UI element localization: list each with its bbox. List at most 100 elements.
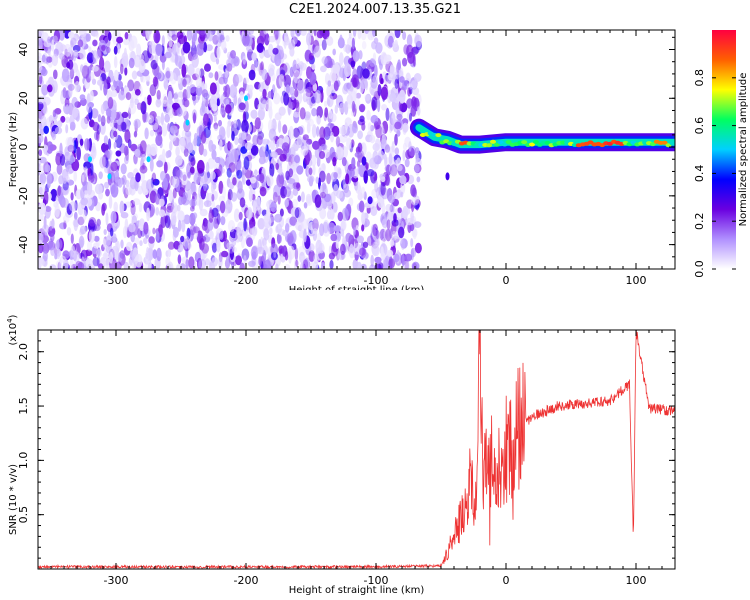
heatmap-cell — [127, 79, 135, 92]
heatmap-cell — [236, 192, 241, 199]
heatmap-cell — [77, 262, 85, 269]
heatmap-cell — [292, 33, 298, 45]
heatmap-cell — [288, 125, 294, 140]
heatmap-cell — [155, 207, 160, 216]
heatmap-cell — [262, 249, 267, 264]
heatmap-cell — [342, 85, 349, 95]
heatmap-cell — [345, 44, 351, 54]
x-tick-label: 0 — [503, 574, 510, 587]
heatmap-cell — [38, 110, 43, 122]
heatmap-cell — [252, 134, 259, 146]
heatmap-cell — [329, 259, 334, 269]
heatmap-cell — [221, 39, 227, 51]
heatmap-cell — [232, 246, 237, 253]
heatmap-cell — [410, 238, 414, 248]
heatmap-cell — [318, 150, 326, 160]
y-tick-label: 40 — [17, 43, 30, 57]
heatmap-cell — [119, 250, 126, 259]
heatmap-cell — [163, 77, 169, 91]
heatmap-cell — [245, 133, 252, 141]
heatmap-cell — [296, 165, 304, 175]
heatmap-cell — [184, 241, 188, 250]
heatmap-cell — [339, 125, 348, 136]
heatmap-cell — [189, 84, 196, 94]
heatmap-cell — [149, 129, 155, 137]
heatmap-cell — [150, 59, 158, 70]
x-tick-label: 0 — [503, 274, 510, 287]
heatmap-cell — [243, 156, 250, 170]
heatmap-cell — [42, 144, 49, 152]
heatmap-cell — [335, 240, 339, 250]
heatmap-cell — [92, 39, 98, 47]
heatmap-cell — [402, 205, 409, 220]
heatmap-cell — [120, 239, 124, 249]
heatmap-cell — [79, 225, 87, 235]
heatmap-cell — [356, 235, 364, 244]
heatmap-cell — [407, 51, 415, 64]
heatmap-cell — [42, 250, 48, 262]
heatmap-cell — [151, 122, 159, 131]
heatmap-cell — [247, 84, 254, 92]
heatmap-cell — [219, 139, 223, 151]
heatmap-cell — [314, 90, 322, 104]
heatmap-cell — [279, 153, 287, 162]
heatmap-cell — [69, 201, 77, 212]
heatmap-cell — [96, 124, 101, 135]
heatmap-cell — [311, 107, 317, 117]
heatmap-cell — [360, 263, 367, 269]
heatmap-cell — [269, 227, 273, 235]
heatmap-cell — [52, 35, 58, 43]
heatmap-cell — [239, 91, 244, 100]
heatmap-cell — [407, 87, 411, 97]
heatmap-cell — [199, 42, 205, 50]
heatmap-cell — [292, 99, 300, 109]
heatmap-cell — [283, 264, 291, 269]
heatmap-cell — [361, 211, 366, 226]
heatmap-cell — [70, 37, 77, 46]
heatmap-cell — [198, 142, 204, 156]
heatmap-cell — [273, 92, 281, 105]
heatmap-cell — [394, 78, 399, 90]
heatmap-cell — [177, 75, 181, 84]
heatmap-cell — [56, 238, 63, 250]
heatmap-cell — [218, 180, 224, 194]
heatmap-cell — [154, 127, 159, 137]
heatmap-cell — [359, 247, 366, 256]
heatmap-cell — [275, 263, 279, 269]
heatmap-cell — [71, 96, 78, 109]
heatmap-cell — [90, 145, 97, 160]
heatmap-cell — [341, 157, 347, 167]
signal-track-cell — [490, 139, 496, 144]
heatmap-cell — [285, 84, 290, 94]
heatmap-cell — [377, 84, 382, 97]
heatmap-cell — [278, 74, 285, 88]
heatmap-cell — [128, 102, 137, 115]
heatmap-cell — [172, 102, 176, 113]
heatmap-cell — [356, 261, 363, 269]
heatmap-cell — [168, 39, 173, 48]
heatmap-cell — [233, 120, 239, 129]
heatmap-cell — [151, 172, 157, 183]
heatmap-cell — [198, 258, 206, 269]
heatmap-cell — [373, 121, 379, 130]
heatmap-cell — [272, 189, 276, 201]
heatmap-cell — [56, 163, 63, 175]
heatmap-cell — [350, 139, 355, 148]
heatmap-cell — [297, 195, 302, 202]
heatmap-cell — [308, 52, 314, 61]
heatmap-cell — [402, 57, 408, 67]
heatmap-cell — [176, 107, 183, 117]
heatmap-cell — [445, 172, 450, 181]
heatmap-cell — [85, 33, 91, 42]
heatmap-cell — [406, 34, 413, 47]
heatmap-cell — [242, 55, 247, 65]
heatmap-cell — [230, 192, 238, 202]
y-tick-label: -40 — [17, 236, 30, 254]
heatmap-cell — [374, 256, 382, 264]
heatmap-cell — [203, 200, 212, 208]
heatmap-cell — [263, 214, 270, 223]
heatmap-cell — [87, 240, 93, 252]
heatmap-cell — [315, 239, 323, 254]
heatmap-cell — [236, 169, 243, 179]
heatmap-cell — [285, 223, 290, 233]
